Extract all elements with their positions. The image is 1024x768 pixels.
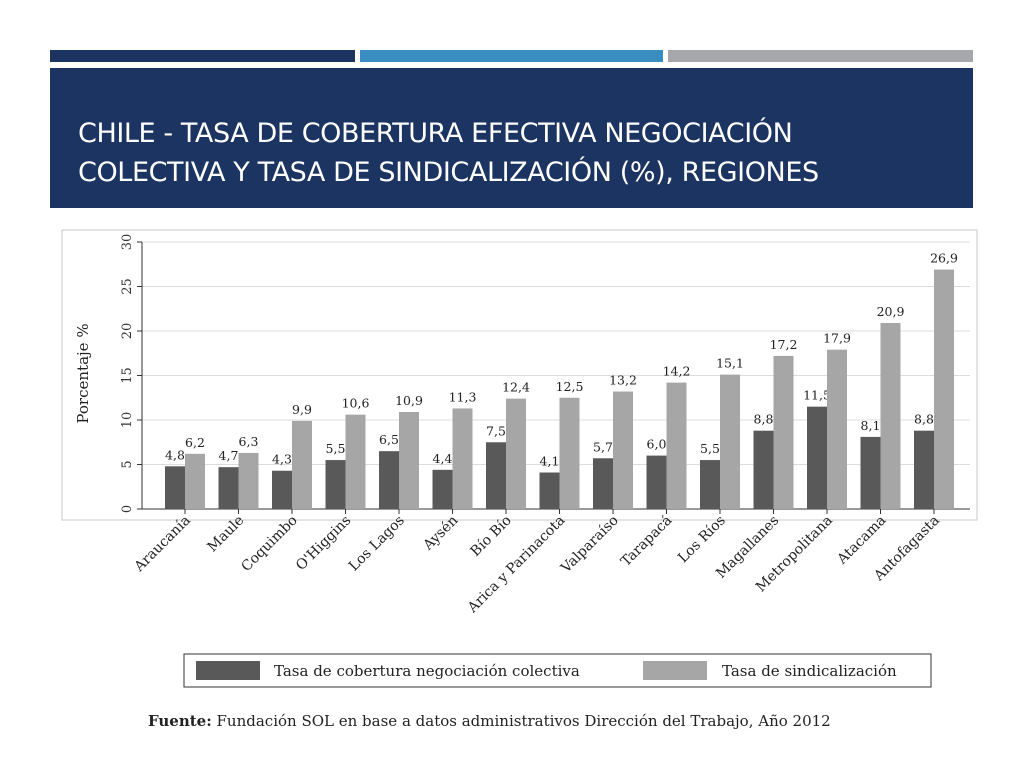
data-label-sindicalizacion: 11,3 [449, 389, 477, 404]
data-label-cobertura: 8,8 [754, 412, 774, 427]
data-label-sindicalizacion: 17,9 [823, 331, 851, 346]
legend-swatch-cobertura [196, 661, 260, 680]
data-label-cobertura: 4,4 [433, 451, 453, 466]
x-tick-label: Atacama [834, 513, 890, 569]
accent-bar-navy [50, 50, 355, 62]
data-label-cobertura: 11,5 [803, 388, 831, 403]
x-tick-label: Arica y Parinacota [464, 513, 568, 617]
bar-cobertura [807, 406, 827, 509]
bar-cobertura [700, 460, 720, 509]
legend-label-cobertura: Tasa de cobertura negociación colectiva [274, 662, 580, 680]
x-tick-label: Tarapacá [618, 513, 675, 570]
y-axis-label: Porcentaje % [74, 323, 92, 423]
bar-cobertura [753, 430, 774, 509]
accent-bar-gray [668, 50, 973, 62]
data-label-cobertura: 8,1 [861, 418, 881, 433]
slide-title-line-1: CHILE - TASA DE COBERTURA EFECTIVA NEGOC… [78, 118, 793, 149]
data-label-sindicalizacion: 6,2 [185, 435, 205, 450]
bar-sindicalizacion [506, 398, 526, 509]
slide-title-box: CHILE - TASA DE COBERTURA EFECTIVA NEGOC… [50, 68, 973, 208]
x-tick-label: Los Ríos [675, 513, 729, 567]
x-tick-label: Coquimbo [238, 513, 300, 575]
bar-sindicalizacion [292, 420, 312, 509]
data-label-sindicalizacion: 14,2 [663, 364, 691, 379]
data-label-sindicalizacion: 12,5 [556, 379, 584, 394]
source-text: Fundación SOL en base a datos administra… [211, 712, 831, 730]
legend-label-sindicalizacion: Tasa de sindicalización [722, 662, 897, 680]
data-label-cobertura: 7,5 [486, 423, 506, 438]
slide-title-line-2: COLECTIVA Y TASA DE SINDICALIZACIÓN (%),… [78, 157, 819, 188]
data-label-cobertura: 4,1 [540, 454, 560, 469]
bar-cobertura [165, 466, 185, 509]
legend-swatch-sindicalizacion [643, 661, 707, 680]
data-label-sindicalizacion: 26,9 [930, 251, 958, 266]
data-label-sindicalizacion: 20,9 [877, 304, 905, 319]
data-label-sindicalizacion: 15,1 [716, 356, 744, 371]
bar-sindicalizacion [345, 414, 366, 509]
bar-cobertura [860, 436, 881, 509]
y-tick-label: 15 [120, 367, 135, 384]
bar-cobertura [539, 472, 560, 509]
x-tick-label: O'Higgins [293, 513, 354, 574]
data-label-cobertura: 5,5 [700, 441, 720, 456]
bar-sindicalizacion [399, 411, 419, 509]
accent-bar-blue [360, 50, 663, 62]
bar-sindicalizacion [720, 374, 740, 509]
bar-sindicalizacion [238, 452, 259, 509]
legend-box [183, 653, 932, 688]
bar-cobertura [432, 469, 453, 509]
bar-sindicalizacion [827, 349, 847, 509]
bar-sindicalizacion [666, 382, 687, 509]
bar-sindicalizacion [880, 322, 901, 509]
bar-sindicalizacion [559, 397, 580, 509]
y-tick-label: 10 [120, 412, 135, 429]
y-tick-label: 30 [120, 234, 135, 251]
bar-sindicalizacion [452, 408, 473, 509]
bar-sindicalizacion [613, 391, 633, 509]
data-label-cobertura: 8,8 [914, 412, 934, 427]
data-label-cobertura: 4,3 [272, 452, 292, 467]
data-label-sindicalizacion: 13,2 [609, 373, 637, 388]
data-label-cobertura: 4,8 [165, 447, 185, 462]
data-label-sindicalizacion: 10,9 [395, 393, 423, 408]
data-label-sindicalizacion: 12,4 [502, 380, 530, 395]
source-note: Fuente: Fundación SOL en base a datos ad… [148, 712, 831, 730]
y-tick-label: 5 [120, 460, 135, 468]
bar-cobertura [272, 470, 292, 509]
x-tick-label: Valparaíso [557, 513, 621, 577]
data-label-cobertura: 5,7 [593, 439, 613, 454]
bar-cobertura [593, 458, 613, 509]
data-label-sindicalizacion: 10,6 [342, 396, 370, 411]
bar-cobertura [646, 455, 667, 509]
source-label: Fuente: [148, 712, 212, 730]
y-tick-label: 25 [120, 278, 135, 295]
y-tick-label: 0 [120, 505, 135, 513]
x-tick-label: Los Lagos [346, 513, 408, 575]
x-tick-label: Araucanía [131, 513, 194, 576]
bar-cobertura [379, 451, 399, 509]
bar-sindicalizacion [934, 269, 954, 509]
data-label-sindicalizacion: 17,2 [770, 337, 798, 352]
bar-cobertura [914, 430, 934, 509]
data-label-cobertura: 6,0 [647, 437, 667, 452]
bar-sindicalizacion [773, 355, 794, 509]
bar-cobertura [325, 460, 346, 509]
y-tick-label: 20 [120, 323, 135, 340]
data-label-cobertura: 5,5 [326, 441, 346, 456]
data-label-cobertura: 6,5 [379, 432, 399, 447]
bar-cobertura [218, 467, 239, 509]
data-label-sindicalizacion: 9,9 [292, 402, 312, 417]
data-label-cobertura: 4,7 [219, 448, 239, 463]
bar-sindicalizacion [185, 453, 205, 509]
bar-cobertura [486, 442, 506, 509]
data-label-sindicalizacion: 6,3 [239, 434, 259, 449]
